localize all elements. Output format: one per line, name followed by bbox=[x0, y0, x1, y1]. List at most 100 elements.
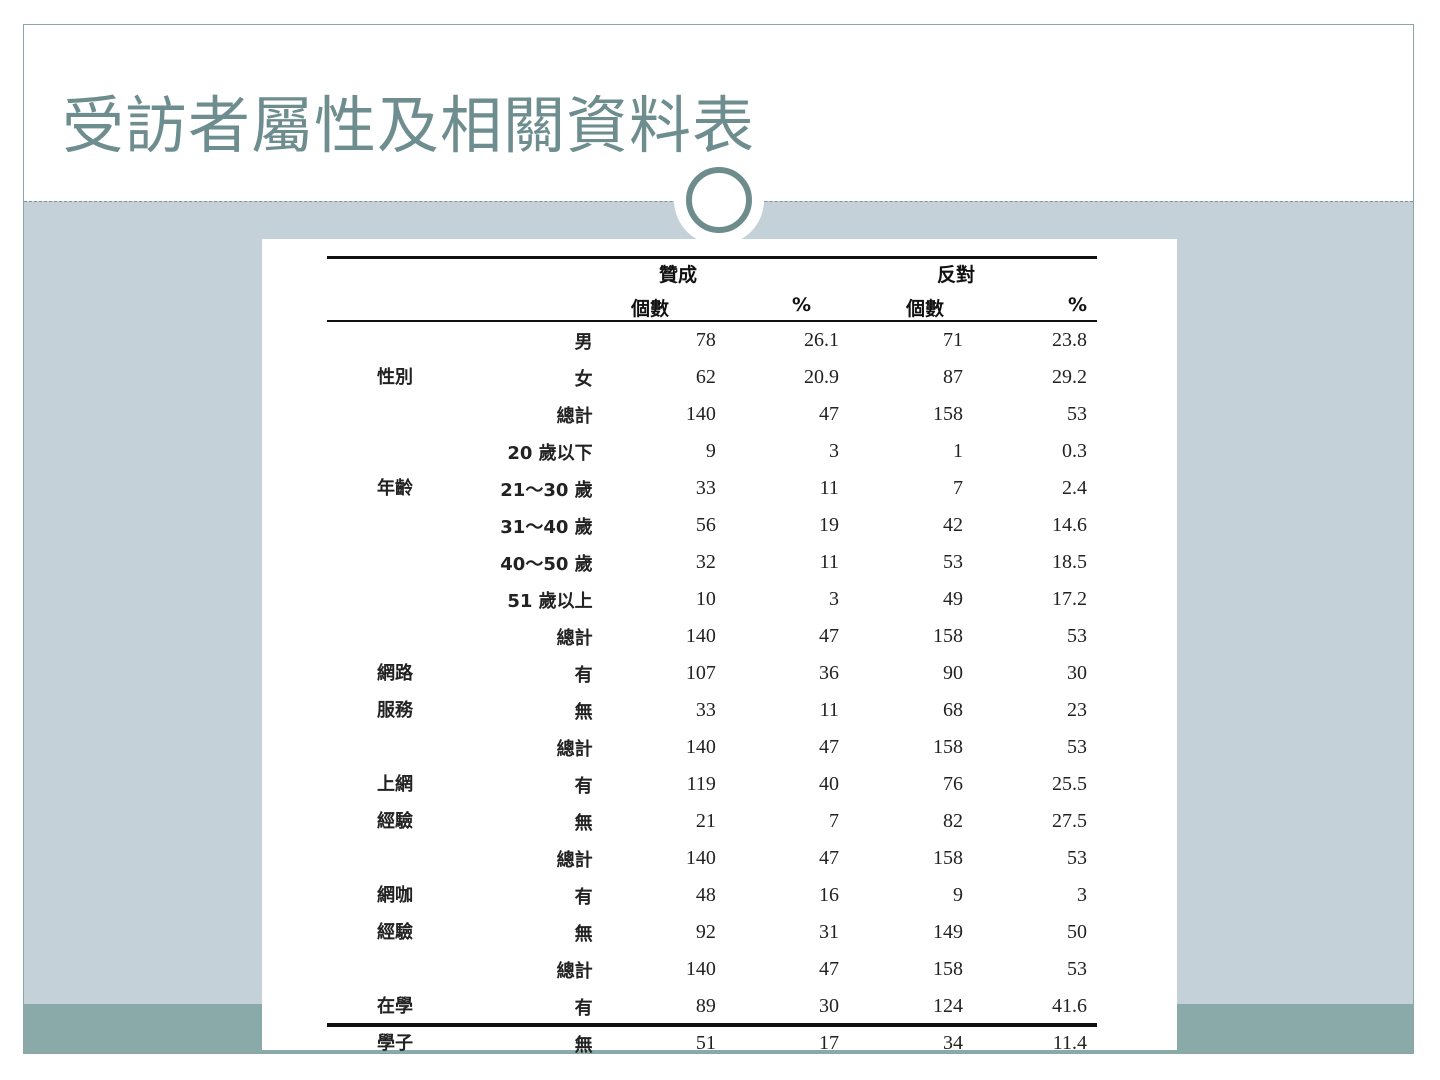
table-row: 20 歲以下 9 3 1 0.3 bbox=[327, 433, 1097, 470]
cell-value: 53 bbox=[943, 551, 964, 573]
group-label: 上網 bbox=[377, 773, 413, 795]
group-label: 經驗 bbox=[377, 810, 413, 832]
row-label: 21～30 歲 bbox=[500, 479, 593, 501]
header-oppose: 反對 bbox=[937, 264, 976, 286]
cell-value: 26.1 bbox=[803, 329, 839, 351]
row-label: 51 歲以上 bbox=[507, 590, 593, 612]
table-row: 40～50 歲 32 11 53 18.5 bbox=[327, 544, 1097, 581]
cell-value: 140 bbox=[685, 736, 716, 758]
cell-value: 7 bbox=[953, 477, 964, 499]
row-label: 男 bbox=[574, 331, 593, 353]
table-row: 網路 有 107 36 90 30 bbox=[327, 655, 1097, 692]
cell-value: 90 bbox=[943, 662, 964, 684]
subheader-percent-approve: % bbox=[792, 294, 812, 316]
group-label: 經驗 bbox=[377, 921, 413, 943]
header-rule bbox=[327, 320, 1097, 322]
group-label bbox=[327, 322, 466, 359]
table-row: 總計 140 47 158 53 bbox=[327, 951, 1097, 988]
cell-value: 1 bbox=[953, 440, 964, 462]
table-row: 31～40 歲 56 19 42 14.6 bbox=[327, 507, 1097, 544]
cell-value: 158 bbox=[933, 958, 964, 980]
attributes-table: 男 78 26.1 71 23.8 性別女 62 20.9 87 29.2 總計 140 47 158 53… bbox=[327, 322, 1097, 1062]
cell-value: 119 bbox=[686, 773, 716, 795]
table-row: 年齡 21～30 歲 33 11 7 2.4 bbox=[327, 470, 1097, 507]
cell-value: 50 bbox=[1067, 921, 1087, 943]
group-label bbox=[327, 840, 466, 877]
row-label: 有 bbox=[574, 997, 593, 1019]
row-label: 有 bbox=[574, 775, 593, 797]
cell-value: 140 bbox=[685, 958, 716, 980]
cell-value: 107 bbox=[685, 662, 716, 684]
cell-value: 27.5 bbox=[1052, 810, 1087, 832]
row-label: 20 歲以下 bbox=[507, 442, 593, 464]
bottom-rule bbox=[327, 1023, 1097, 1027]
group-label bbox=[327, 507, 466, 544]
group-label: 網咖 bbox=[377, 884, 413, 906]
cell-value: 56 bbox=[695, 514, 716, 536]
cell-value: 30 bbox=[1067, 662, 1087, 684]
cell-value: 11 bbox=[819, 551, 839, 573]
row-label: 總計 bbox=[556, 738, 593, 760]
top-rule bbox=[327, 256, 1097, 259]
row-label: 無 bbox=[574, 701, 593, 723]
cell-value: 140 bbox=[685, 847, 716, 869]
cell-value: 21 bbox=[695, 810, 716, 832]
group-label: 性別 bbox=[377, 366, 413, 388]
cell-value: 34 bbox=[943, 1032, 964, 1054]
group-label bbox=[327, 581, 466, 618]
cell-value: 42 bbox=[943, 514, 964, 536]
row-label: 無 bbox=[574, 923, 593, 945]
cell-value: 30 bbox=[818, 995, 839, 1017]
cell-value: 149 bbox=[933, 921, 964, 943]
cell-value: 0.3 bbox=[1062, 440, 1087, 462]
group-label: 在學 bbox=[377, 995, 413, 1017]
cell-value: 158 bbox=[933, 736, 964, 758]
cell-value: 47 bbox=[818, 958, 839, 980]
cell-value: 3 bbox=[828, 440, 839, 462]
cell-value: 25.5 bbox=[1052, 773, 1087, 795]
cell-value: 11 bbox=[819, 699, 839, 721]
cell-value: 51 bbox=[695, 1032, 716, 1054]
ring-ornament-icon bbox=[674, 155, 764, 245]
cell-value: 11.4 bbox=[1052, 1032, 1087, 1054]
cell-value: 140 bbox=[685, 403, 716, 425]
group-label bbox=[327, 544, 466, 581]
cell-value: 11 bbox=[819, 477, 839, 499]
cell-value: 18.5 bbox=[1052, 551, 1087, 573]
row-label: 總計 bbox=[556, 405, 593, 427]
table-row: 學子 無 51 17 34 11.4 bbox=[327, 1025, 1097, 1062]
group-label: 學子 bbox=[377, 1032, 413, 1054]
cell-value: 68 bbox=[943, 699, 964, 721]
cell-value: 78 bbox=[695, 329, 716, 351]
row-label: 總計 bbox=[556, 849, 593, 871]
table-row: 網咖 有 48 16 9 3 bbox=[327, 877, 1097, 914]
cell-value: 23 bbox=[1067, 699, 1087, 721]
table-row: 經驗 無 21 7 82 27.5 bbox=[327, 803, 1097, 840]
row-label: 無 bbox=[574, 812, 593, 834]
cell-value: 17.2 bbox=[1052, 588, 1087, 610]
table-row: 服務 無 33 11 68 23 bbox=[327, 692, 1097, 729]
cell-value: 19 bbox=[818, 514, 839, 536]
cell-value: 158 bbox=[933, 847, 964, 869]
group-label bbox=[327, 729, 466, 766]
row-label: 31～40 歲 bbox=[500, 516, 593, 538]
cell-value: 53 bbox=[1067, 403, 1087, 425]
cell-value: 53 bbox=[1067, 736, 1087, 758]
cell-value: 89 bbox=[695, 995, 716, 1017]
cell-value: 140 bbox=[685, 625, 716, 647]
table-row: 總計 140 47 158 53 bbox=[327, 618, 1097, 655]
cell-value: 82 bbox=[943, 810, 964, 832]
cell-value: 49 bbox=[943, 588, 964, 610]
row-label: 總計 bbox=[556, 627, 593, 649]
cell-value: 47 bbox=[818, 403, 839, 425]
subheader-count-oppose: 個數 bbox=[906, 298, 945, 320]
cell-value: 53 bbox=[1067, 847, 1087, 869]
table-row: 總計 140 47 158 53 bbox=[327, 396, 1097, 433]
cell-value: 76 bbox=[943, 773, 964, 795]
cell-value: 40 bbox=[818, 773, 839, 795]
cell-value: 158 bbox=[933, 625, 964, 647]
header-approve: 贊成 bbox=[659, 264, 698, 286]
cell-value: 16 bbox=[818, 884, 839, 906]
table-row: 上網 有 119 40 76 25.5 bbox=[327, 766, 1097, 803]
table-row: 經驗 無 92 31 149 50 bbox=[327, 914, 1097, 951]
